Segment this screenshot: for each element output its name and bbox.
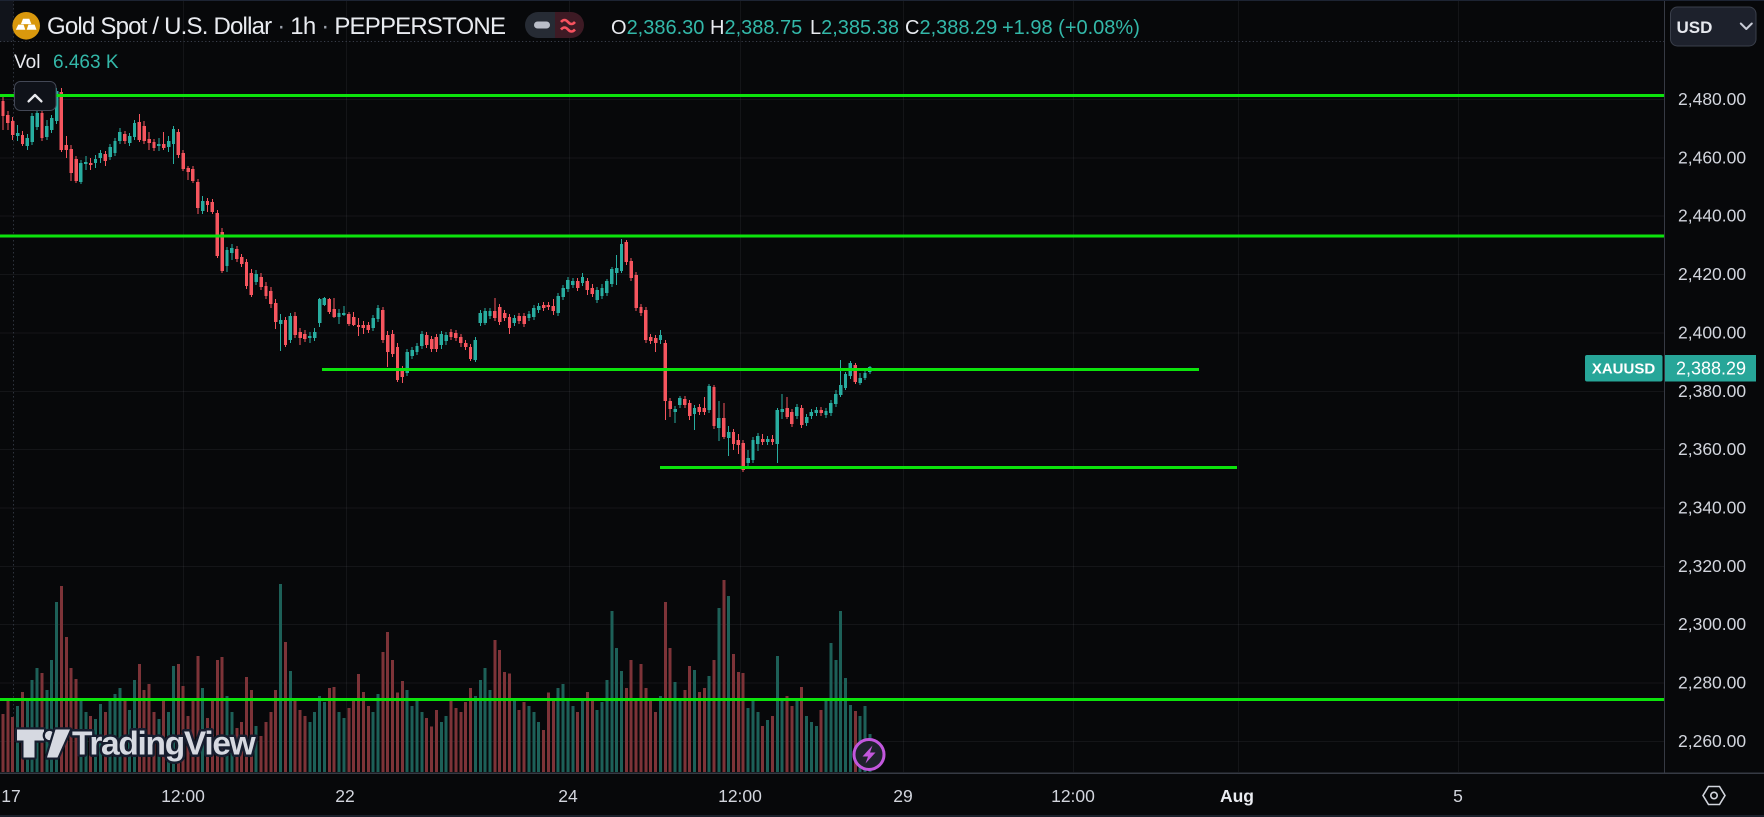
svg-text:12:00: 12:00 xyxy=(161,786,205,806)
svg-text:12:00: 12:00 xyxy=(1051,786,1095,806)
svg-text:C2,388.29: C2,388.29 xyxy=(905,17,997,39)
svg-text:+1.98 (+0.08%): +1.98 (+0.08%) xyxy=(1002,17,1140,39)
svg-text:2,460.00: 2,460.00 xyxy=(1678,147,1746,167)
svg-text:USD: USD xyxy=(1677,18,1713,37)
svg-text:2,380.00: 2,380.00 xyxy=(1678,381,1746,401)
svg-text:2,300.00: 2,300.00 xyxy=(1678,614,1746,634)
svg-text:2,360.00: 2,360.00 xyxy=(1678,439,1746,459)
svg-text:6.463 K: 6.463 K xyxy=(53,52,119,73)
svg-text:H2,388.75: H2,388.75 xyxy=(710,17,802,39)
svg-text:2,480.00: 2,480.00 xyxy=(1678,89,1746,109)
svg-text:Vol: Vol xyxy=(14,52,40,73)
svg-text:Aug: Aug xyxy=(1220,786,1254,806)
svg-text:22: 22 xyxy=(335,786,354,806)
svg-text:2,320.00: 2,320.00 xyxy=(1678,556,1746,576)
svg-text:2,280.00: 2,280.00 xyxy=(1678,673,1746,693)
svg-text:TradingView: TradingView xyxy=(72,726,257,763)
svg-text:5: 5 xyxy=(1453,786,1463,806)
svg-text:XAUUSD: XAUUSD xyxy=(1592,361,1656,378)
svg-text:2,340.00: 2,340.00 xyxy=(1678,498,1746,518)
svg-text:Gold Spot / U.S. Dollar · 1h ·: Gold Spot / U.S. Dollar · 1h · PEPPERSTO… xyxy=(47,13,505,40)
svg-text:24: 24 xyxy=(558,786,578,806)
svg-text:17: 17 xyxy=(1,786,20,806)
svg-text:29: 29 xyxy=(893,786,912,806)
svg-text:2,388.29: 2,388.29 xyxy=(1676,359,1746,379)
svg-text:2,420.00: 2,420.00 xyxy=(1678,264,1746,284)
svg-text:2,440.00: 2,440.00 xyxy=(1678,206,1746,226)
svg-text:O2,386.30: O2,386.30 xyxy=(611,17,704,39)
svg-text:L2,385.38: L2,385.38 xyxy=(810,17,899,39)
svg-text:2,400.00: 2,400.00 xyxy=(1678,322,1746,342)
svg-text:12:00: 12:00 xyxy=(718,786,762,806)
svg-text:2,260.00: 2,260.00 xyxy=(1678,731,1746,751)
